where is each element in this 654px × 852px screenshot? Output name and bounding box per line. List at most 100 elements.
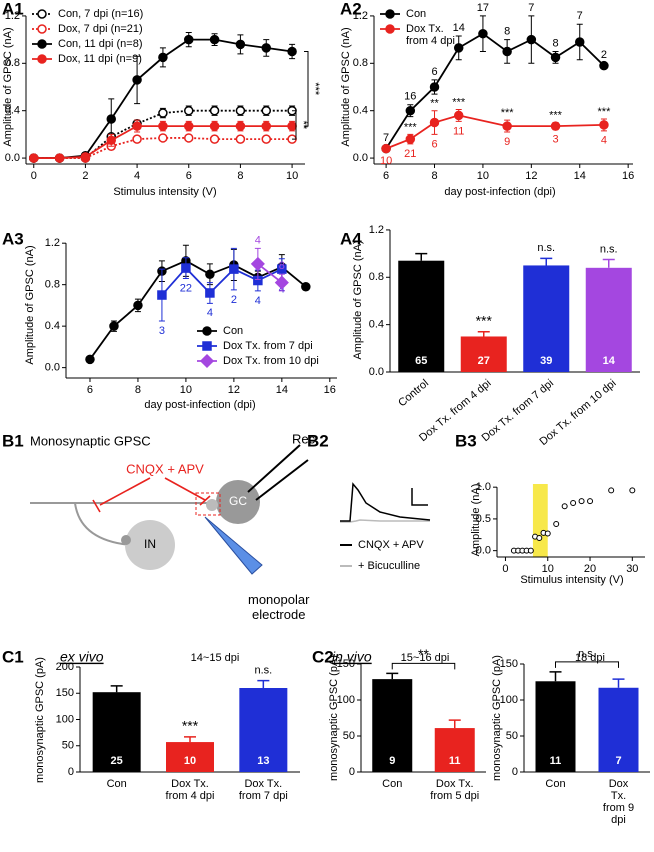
y-tick-label: 0 bbox=[68, 766, 74, 778]
in-axon bbox=[74, 502, 131, 546]
point bbox=[526, 34, 537, 45]
block-arrows bbox=[92, 477, 211, 513]
y-tick-label: 1.2 bbox=[353, 10, 368, 22]
point bbox=[261, 134, 271, 144]
x-tick-label: 16 bbox=[324, 384, 336, 396]
in-label: IN bbox=[144, 537, 156, 551]
series-line bbox=[33, 109, 293, 159]
sig-label: *** bbox=[598, 106, 612, 118]
y-axis-label: monosynaptic GPSC (pA) bbox=[491, 655, 503, 781]
y-tick-label: 0.8 bbox=[369, 271, 384, 283]
legend-marker bbox=[37, 9, 47, 19]
point bbox=[106, 114, 116, 124]
y-tick-label: 50 bbox=[62, 740, 74, 752]
x-tick-label: Con bbox=[545, 778, 566, 790]
point bbox=[235, 134, 246, 144]
error-bar bbox=[448, 719, 461, 729]
point bbox=[235, 39, 246, 50]
chart-subtitle: 18 dpi bbox=[575, 652, 605, 664]
x-tick-label: 8 bbox=[431, 170, 437, 182]
panel-label: B1 bbox=[2, 431, 24, 450]
x-tick-label: Dox Tx. from 9 dpi bbox=[602, 778, 635, 826]
bar bbox=[598, 687, 639, 772]
x-tick-label: 16 bbox=[622, 170, 634, 182]
series-line bbox=[257, 263, 283, 284]
n-label: 17 bbox=[477, 2, 489, 14]
x-tick-label: 0 bbox=[502, 563, 508, 575]
point bbox=[287, 46, 297, 57]
series-line bbox=[385, 114, 604, 150]
point bbox=[205, 269, 215, 280]
point bbox=[536, 534, 543, 541]
bar bbox=[523, 265, 570, 372]
point bbox=[578, 498, 585, 505]
point bbox=[527, 547, 534, 554]
sig-label: *** bbox=[452, 96, 466, 108]
n-label: 10 bbox=[184, 755, 196, 767]
sig-label: ** bbox=[418, 646, 429, 662]
n-label: 9 bbox=[389, 755, 395, 767]
point bbox=[109, 321, 119, 331]
point bbox=[235, 121, 246, 131]
point bbox=[158, 133, 168, 143]
point bbox=[629, 487, 636, 494]
n-label: 6 bbox=[431, 138, 437, 150]
point bbox=[561, 503, 568, 510]
panel-label: A2 bbox=[340, 0, 362, 18]
y-tick-label: 0.4 bbox=[353, 105, 368, 117]
y-axis-label: Amplitude of GPSC (nA) bbox=[2, 27, 14, 146]
error-bar bbox=[602, 258, 615, 268]
legend-label: Con, 11 dpi (n=8) bbox=[58, 38, 143, 50]
point bbox=[209, 121, 220, 131]
x-tick-label: 14 bbox=[276, 384, 288, 396]
highlight bbox=[532, 484, 548, 557]
point bbox=[158, 121, 168, 131]
y-tick-label: 0.8 bbox=[45, 279, 60, 291]
point bbox=[301, 281, 311, 292]
y-tick-label: 0.0 bbox=[45, 362, 60, 374]
n-label: 25 bbox=[111, 755, 123, 767]
rec-electrode bbox=[247, 444, 309, 501]
point bbox=[209, 34, 220, 45]
trace-cnqx bbox=[340, 482, 431, 522]
point bbox=[405, 105, 416, 116]
sig-label: ** bbox=[297, 121, 309, 130]
series-line bbox=[385, 32, 605, 150]
point bbox=[29, 153, 39, 163]
point bbox=[608, 487, 615, 494]
n-label: 2 bbox=[601, 49, 607, 61]
panel-label: A3 bbox=[2, 229, 24, 248]
y-tick-label: 1.2 bbox=[369, 224, 384, 236]
error-bar bbox=[110, 685, 123, 693]
x-tick-label: 2 bbox=[82, 170, 88, 182]
stim-electrode bbox=[204, 516, 263, 575]
y-tick-label: 0.4 bbox=[45, 320, 60, 332]
point bbox=[429, 82, 440, 92]
in-cell bbox=[125, 520, 175, 570]
n-label: 9 bbox=[504, 136, 510, 148]
bracket bbox=[555, 661, 619, 668]
panel-label: B2 bbox=[307, 431, 329, 450]
n-label: 4 bbox=[207, 307, 213, 319]
y-axis-label: Amplitude of GPSC (nA) bbox=[352, 240, 364, 359]
panel-label: A1 bbox=[2, 0, 24, 18]
y-tick-label: 50 bbox=[343, 730, 355, 742]
legend-marker bbox=[385, 24, 395, 34]
point bbox=[274, 275, 289, 290]
in-synapse bbox=[121, 535, 131, 545]
x-tick-label: 14 bbox=[574, 170, 586, 182]
point bbox=[570, 500, 577, 507]
n-label: 39 bbox=[540, 355, 552, 367]
point bbox=[184, 105, 194, 116]
n-label: 21 bbox=[404, 148, 416, 160]
y-tick-label: 100 bbox=[56, 713, 74, 725]
point bbox=[277, 264, 287, 274]
sig-label: n.s. bbox=[537, 242, 555, 254]
n-label: 7 bbox=[383, 132, 389, 144]
y-tick-label: 1.2 bbox=[45, 237, 60, 249]
error-bar bbox=[415, 252, 428, 261]
n-label: 3 bbox=[552, 134, 558, 146]
x-tick-label: 6 bbox=[186, 170, 192, 182]
y-tick-label: 50 bbox=[506, 730, 518, 742]
